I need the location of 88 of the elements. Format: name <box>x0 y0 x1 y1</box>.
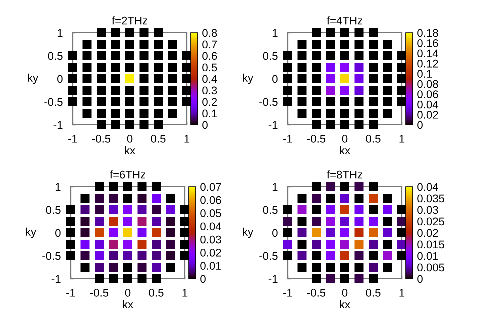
y-tick-label: 0.5 <box>263 52 278 60</box>
y-tick-label: -1 <box>268 121 278 130</box>
color-bar-label: 0.6 <box>202 52 218 60</box>
color-bar-label: 0.04 <box>200 222 222 231</box>
color-bar-label: 0 <box>418 121 423 130</box>
color-bar-label: 0 <box>418 275 423 284</box>
color-bar-label: 0.7 <box>202 40 218 49</box>
color-bar-label: 0.1 <box>418 70 432 78</box>
y-tick-label: 0 <box>272 75 278 84</box>
color-bar-label: 0.01 <box>200 262 222 270</box>
x-tick-label: 0 <box>342 135 348 143</box>
chart-title: f=4THz <box>327 16 363 25</box>
y-axis-title: ky <box>26 228 37 238</box>
x-tick-label: 0 <box>127 135 133 143</box>
color-bar-label: 0.12 <box>418 60 438 68</box>
y-tick-label: 0.5 <box>48 52 63 60</box>
color-bar-label: 0.8 <box>202 29 218 38</box>
x-tick-label: -1 <box>284 135 292 143</box>
color-bar-label: 0.02 <box>418 111 438 119</box>
x-tick-label: 0.5 <box>149 289 164 297</box>
y-axis-title: ky <box>243 228 254 238</box>
y-tick-label: -0.5 <box>44 98 63 106</box>
color-bar-label: 0 <box>200 275 206 284</box>
x-tick-label: -0.5 <box>90 289 109 297</box>
y-tick-label: -0.5 <box>260 252 278 260</box>
color-bar-label: 0.035 <box>418 194 445 203</box>
x-tick-label: 0.5 <box>151 135 166 143</box>
x-axis-title: kx <box>340 300 350 309</box>
color-bar-label: 0.5 <box>202 64 218 72</box>
x-tick-label: -0.5 <box>307 289 326 297</box>
y-axis-title: ky <box>28 74 39 84</box>
x-tick-label: -1 <box>284 289 292 297</box>
color-bar-label: 0.025 <box>418 218 445 226</box>
chart-title: f=8THz <box>327 170 363 179</box>
y-tick-label: -1 <box>54 121 63 130</box>
color-bar-label: 0.02 <box>418 229 438 238</box>
y-tick-label: -0.5 <box>42 252 61 260</box>
y-tick-label: 1 <box>56 183 61 192</box>
color-bar-label: 0.2 <box>202 98 218 106</box>
x-tick-label: 1 <box>184 135 190 143</box>
color-bar-label: 0.03 <box>418 206 438 214</box>
x-tick-label: 0 <box>342 289 348 297</box>
color-bar-label: 0.18 <box>418 29 438 38</box>
x-tick-label: 1 <box>182 289 188 297</box>
color-bar-label: 0.01 <box>418 252 438 260</box>
color-bar-label: 0.1 <box>202 110 218 118</box>
y-tick-label: -1 <box>52 275 61 284</box>
color-bar-label: 0.08 <box>418 80 438 88</box>
color-bar-label: 0.02 <box>200 248 222 257</box>
color-bar-label: 0.06 <box>418 90 438 98</box>
color-bar-label: 0.04 <box>418 100 438 109</box>
y-tick-label: 1 <box>272 183 278 192</box>
x-tick-label: 1 <box>400 289 405 297</box>
color-bar-label: 0.06 <box>200 196 222 204</box>
x-tick-label: -1 <box>66 289 76 297</box>
x-tick-label: 0.5 <box>366 289 381 297</box>
color-bar-label: 0.015 <box>418 240 445 249</box>
x-tick-label: 0.5 <box>366 135 381 143</box>
chart-title: f=2THz <box>112 16 148 25</box>
x-axis-title: kx <box>125 146 136 155</box>
color-bar-label: 0.005 <box>418 264 445 272</box>
color-bar-label: 0.3 <box>202 86 218 95</box>
x-tick-label: -0.5 <box>307 135 326 143</box>
color-bar-label: 0.4 <box>202 75 218 84</box>
y-tick-label: -0.5 <box>260 98 278 106</box>
y-axis-title: ky <box>243 74 254 84</box>
x-tick-label: 1 <box>400 135 405 143</box>
x-axis-title: kx <box>340 146 350 155</box>
color-bar-label: 0.05 <box>200 210 222 218</box>
y-tick-label: 0 <box>272 229 278 238</box>
y-tick-label: 1 <box>58 29 63 38</box>
x-tick-label: 0 <box>125 289 131 297</box>
x-axis-title: kx <box>123 300 134 309</box>
color-bar-label: 0.14 <box>418 50 438 58</box>
color-bar-label: 0.07 <box>200 183 222 192</box>
y-tick-label: 0 <box>58 75 63 84</box>
x-tick-label: -1 <box>68 135 78 143</box>
y-tick-label: 0 <box>56 229 61 238</box>
color-bar-label: 0.04 <box>418 183 438 192</box>
chart-title: f=6THz <box>110 170 146 179</box>
color-bar-label: 0 <box>202 121 208 130</box>
y-tick-label: 1 <box>272 29 278 38</box>
color-bar-label: 0.03 <box>200 236 222 244</box>
color-bar-label: 0.16 <box>418 39 438 48</box>
x-tick-label: -0.5 <box>92 135 111 143</box>
y-tick-label: 0.5 <box>263 206 278 214</box>
y-tick-label: -1 <box>268 275 278 284</box>
y-tick-label: 0.5 <box>46 206 61 214</box>
